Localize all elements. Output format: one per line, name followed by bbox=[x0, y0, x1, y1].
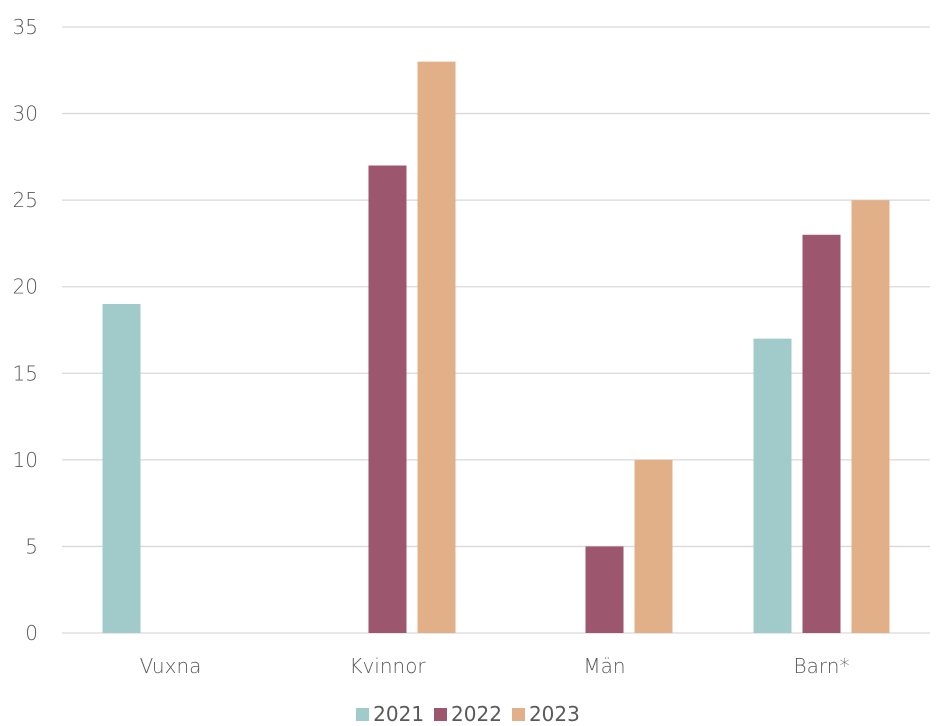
legend-label: 2021 bbox=[373, 702, 425, 726]
legend-item-2023: 2023 bbox=[511, 702, 580, 726]
y-tick-label: 25 bbox=[13, 188, 38, 212]
x-tick-label: Vuxna bbox=[140, 654, 202, 678]
x-tick-label: Barn* bbox=[794, 654, 850, 678]
legend-item-2021: 2021 bbox=[356, 702, 424, 726]
y-tick-label: 30 bbox=[13, 102, 38, 126]
chart-legend: 2021 2022 2023 bbox=[0, 702, 936, 726]
y-tick-label: 20 bbox=[13, 275, 38, 299]
bar-2022-3 bbox=[802, 234, 841, 633]
y-tick-label: 35 bbox=[13, 15, 38, 39]
legend-label: 2022 bbox=[451, 702, 502, 726]
legend-item-2022: 2022 bbox=[434, 702, 502, 726]
y-tick-label: 5 bbox=[25, 534, 38, 558]
legend-label: 2023 bbox=[528, 702, 580, 726]
bar-2022-2 bbox=[585, 546, 624, 633]
y-tick-label: 15 bbox=[13, 361, 38, 385]
bar-2023-2 bbox=[634, 459, 673, 633]
bar-2023-3 bbox=[851, 200, 890, 633]
chart-canvas: 0 5 10 15 20 25 30 35 Vuxna Kvinnor Män Barn* bbox=[13, 15, 930, 678]
x-tick-label: Män bbox=[583, 654, 625, 678]
bar-2023-1 bbox=[417, 61, 456, 634]
x-tick-label: Kvinnor bbox=[349, 654, 426, 678]
bar-2021-0 bbox=[102, 304, 141, 633]
legend-swatch bbox=[356, 707, 370, 721]
y-tick-label: 10 bbox=[13, 448, 38, 472]
y-tick-label: 0 bbox=[25, 621, 38, 645]
bar-2021-3 bbox=[753, 338, 792, 633]
legend-swatch bbox=[434, 707, 448, 721]
bar-2022-1 bbox=[368, 165, 407, 633]
legend-swatch bbox=[511, 707, 525, 721]
